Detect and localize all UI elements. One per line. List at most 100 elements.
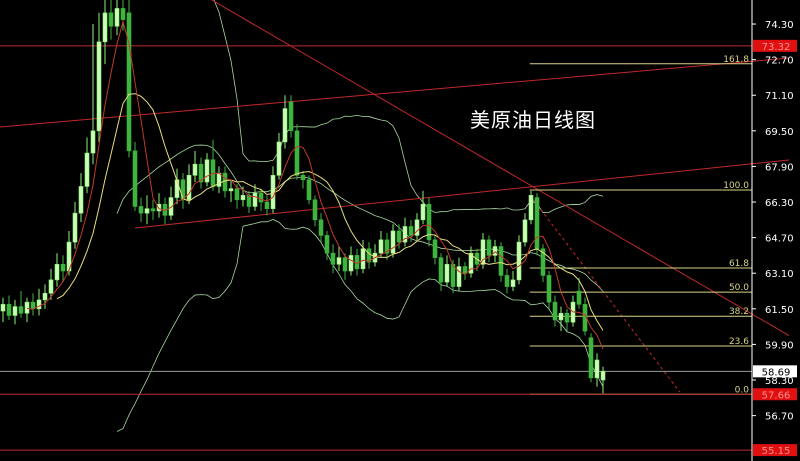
- price-axis-label: 64.70: [765, 234, 794, 245]
- candle-body: [462, 266, 468, 274]
- candle: [588, 333, 594, 383]
- candle: [90, 24, 96, 165]
- candle: [276, 133, 282, 180]
- candle: [246, 190, 252, 214]
- price-axis-label: 61.50: [765, 305, 794, 316]
- candle-body: [114, 8, 120, 27]
- price-tag-label: 58.69: [762, 367, 791, 378]
- candle: [546, 270, 552, 309]
- candle: [360, 239, 366, 274]
- price-tag-background: [753, 365, 797, 378]
- candle-body: [420, 203, 426, 221]
- candle: [414, 213, 420, 240]
- candle-body: [348, 255, 354, 272]
- candle-body: [528, 195, 534, 221]
- candle-body: [42, 292, 48, 301]
- candle-body: [246, 195, 252, 207]
- candle: [438, 253, 444, 292]
- candle-body: [522, 219, 528, 243]
- candle: [432, 235, 438, 265]
- price-tag-background: [753, 444, 797, 457]
- candle: [60, 255, 66, 283]
- candle-body: [438, 257, 444, 283]
- candle-body: [594, 359, 600, 379]
- candle: [444, 255, 450, 287]
- candle: [264, 195, 270, 216]
- candle-body: [540, 248, 546, 276]
- candle-body: [600, 371, 606, 381]
- candle: [138, 197, 144, 223]
- candle: [468, 246, 474, 278]
- fib-level-label: 61.8: [729, 259, 749, 269]
- candle-body: [588, 337, 594, 379]
- candle: [294, 124, 300, 180]
- price-axis-label: 56.70: [765, 412, 794, 423]
- price-tag-background: [753, 388, 797, 401]
- candle: [318, 213, 324, 243]
- candle-body: [504, 275, 510, 287]
- candle-body: [0, 304, 6, 312]
- trendline: [134, 159, 790, 229]
- candle: [144, 195, 150, 225]
- fib-level-label: 161.8: [723, 55, 749, 65]
- candle: [78, 173, 84, 223]
- candle-body: [300, 175, 306, 181]
- candle-body: [108, 12, 114, 27]
- candle: [558, 306, 564, 332]
- candle: [552, 295, 558, 327]
- candle: [42, 284, 48, 309]
- candle-body: [186, 175, 192, 201]
- candle: [96, 12, 102, 142]
- candle-body: [534, 197, 540, 250]
- candle-body: [96, 41, 102, 132]
- candle-body: [558, 312, 564, 321]
- candle: [378, 230, 384, 258]
- candle-body: [174, 179, 180, 198]
- candle: [492, 239, 498, 263]
- candle-body: [78, 186, 84, 214]
- candle-body: [576, 290, 582, 305]
- candle-body: [564, 312, 570, 323]
- candle: [30, 293, 36, 316]
- candle: [324, 230, 330, 260]
- candle: [120, 0, 126, 31]
- candle-body: [258, 192, 264, 203]
- candle-body: [282, 108, 288, 143]
- candle: [252, 184, 258, 211]
- fib-level-label: 38.2: [729, 307, 749, 317]
- candle-body: [24, 301, 30, 314]
- candle: [522, 213, 528, 247]
- candle: [528, 190, 534, 225]
- candle-body: [552, 301, 558, 321]
- trendline: [529, 194, 681, 393]
- candle-body: [72, 212, 78, 243]
- candle: [222, 166, 228, 198]
- candle: [420, 190, 426, 225]
- candle: [12, 299, 18, 325]
- candle-body: [48, 279, 54, 294]
- candle: [594, 353, 600, 387]
- candle: [384, 233, 390, 260]
- candle-body: [276, 141, 282, 176]
- bollinger-lower-band: [116, 219, 604, 432]
- candle: [48, 268, 54, 300]
- candle-body: [498, 246, 504, 276]
- candle: [132, 141, 138, 211]
- price-axis-label: 72.70: [765, 56, 794, 67]
- candle-body: [12, 306, 18, 316]
- candle: [108, 0, 114, 40]
- candle: [504, 268, 510, 294]
- candle-body: [84, 152, 90, 187]
- candle: [336, 246, 342, 271]
- fib-level-label: 0.0: [735, 385, 750, 395]
- candle: [510, 270, 516, 292]
- candle: [180, 173, 186, 209]
- candle: [540, 244, 546, 283]
- bollinger-middle-band: [116, 144, 604, 292]
- candle: [228, 179, 234, 203]
- candle-body: [450, 264, 456, 287]
- candle: [102, 0, 108, 65]
- candle: [156, 193, 162, 218]
- candle-body: [36, 299, 42, 310]
